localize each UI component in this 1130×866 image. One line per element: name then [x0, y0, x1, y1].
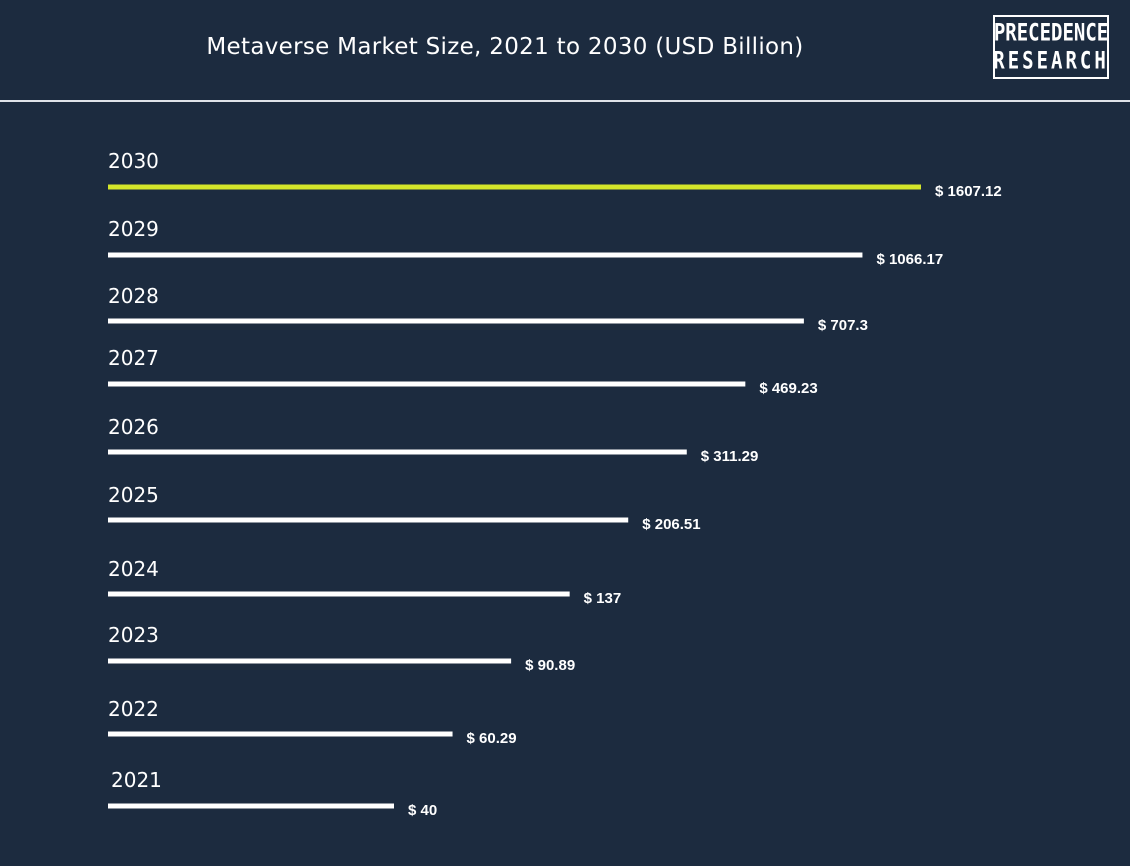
data-label: $ 707.3	[818, 317, 868, 334]
data-label: $ 60.29	[467, 730, 517, 747]
data-label: $ 137	[584, 590, 622, 607]
data-label: $ 311.29	[701, 448, 759, 465]
bar	[108, 318, 804, 324]
category-label: 2026	[108, 415, 159, 439]
category-label: 2024	[108, 557, 159, 581]
bar-group-2030: 2030 $ 1607.12	[108, 149, 1002, 200]
data-label: $ 1066.17	[876, 251, 943, 268]
bar-group-2021: 2021 $ 40	[108, 768, 437, 819]
data-label: $ 469.23	[759, 380, 817, 397]
category-label: 2023	[108, 623, 159, 647]
bar-group-2023: 2023 $ 90.89	[108, 623, 575, 674]
category-label: 2029	[108, 217, 159, 241]
bar-group-2028: 2028 $ 707.3	[108, 284, 868, 334]
chart-title: Metaverse Market Size, 2021 to 2030 (USD…	[206, 34, 804, 60]
data-label: $ 206.51	[642, 516, 700, 533]
data-label: $ 90.89	[525, 657, 575, 674]
bar	[108, 658, 512, 664]
bar-group-2026: 2026 $ 311.29	[108, 415, 758, 465]
precedence-research-logo: PRECEDENCE RESEARCH	[993, 15, 1109, 79]
bar	[108, 381, 746, 387]
bar	[108, 517, 629, 523]
bar	[108, 184, 921, 190]
bar	[108, 449, 687, 455]
category-label: 2025	[108, 483, 159, 507]
data-label: $ 40	[408, 802, 437, 819]
category-label: 2030	[108, 149, 159, 173]
bar-group-2024: 2024 $ 137	[108, 557, 621, 607]
category-label: 2021	[111, 768, 162, 792]
category-label: 2028	[108, 284, 159, 308]
bar	[108, 731, 453, 737]
category-label: 2022	[108, 697, 159, 721]
logo-text-bottom: RESEARCH	[993, 46, 1109, 75]
bar	[108, 591, 570, 597]
header-divider	[0, 100, 1130, 102]
bar-group-2025: 2025 $ 206.51	[108, 483, 701, 533]
bar	[108, 803, 394, 809]
bar-group-2022: 2022 $ 60.29	[108, 697, 517, 747]
logo-text-top: PRECEDENCE	[993, 18, 1109, 47]
bar-group-2029: 2029 $ 1066.17	[108, 217, 943, 268]
bar-group-2027: 2027 $ 469.23	[108, 346, 818, 397]
bar	[108, 252, 863, 258]
data-label: $ 1607.12	[935, 183, 1002, 200]
category-label: 2027	[108, 346, 159, 370]
